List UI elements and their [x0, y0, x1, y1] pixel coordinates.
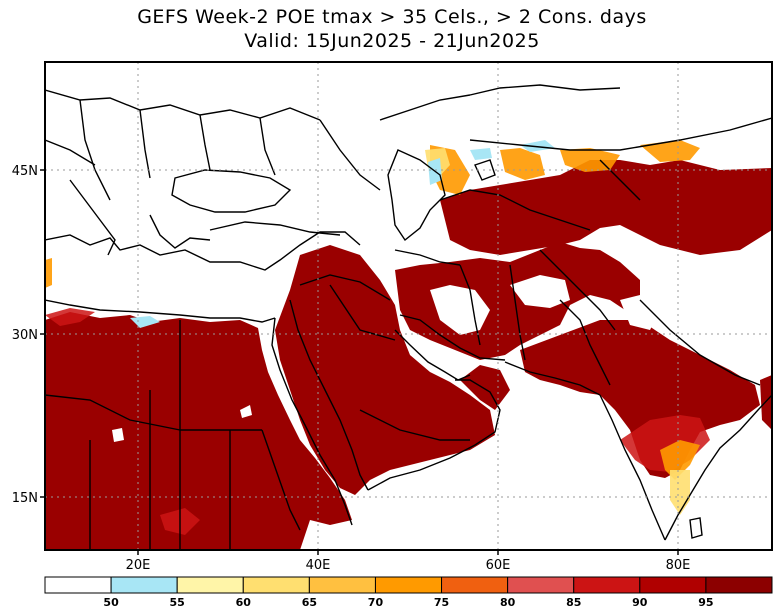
colorbar-label: 50 — [103, 596, 119, 609]
colorbar-swatch — [441, 576, 509, 594]
colorbar-swatch — [705, 576, 773, 594]
colorbar-label: 60 — [236, 596, 252, 609]
colorbar: 50 55 60 65 70 75 80 85 90 95 — [44, 576, 773, 609]
lon-label-60e: 60E — [486, 558, 511, 573]
colorbar-swatch — [308, 576, 376, 594]
colorbar-swatch — [242, 576, 310, 594]
lat-label-45n: 45N — [12, 164, 38, 179]
colorbar-swatch — [176, 576, 244, 594]
country-borders — [45, 84, 772, 550]
probability-field — [45, 140, 772, 550]
map-title-line2: Valid: 15Jun2025 - 21Jun2025 — [244, 30, 540, 52]
map-title-line1: GEFS Week-2 POE tmax > 35 Cels., > 2 Con… — [137, 6, 647, 28]
colorbar-label: 55 — [170, 596, 185, 609]
lon-label-80e: 80E — [666, 558, 691, 573]
colorbar-label: 70 — [368, 596, 384, 609]
colorbar-swatch — [573, 576, 641, 594]
colorbar-label: 75 — [434, 596, 449, 609]
colorbar-swatch — [507, 576, 575, 594]
map-frame — [44, 61, 773, 551]
graticule — [45, 62, 772, 550]
colorbar-label: 95 — [698, 596, 713, 609]
colorbar-swatch — [639, 576, 707, 594]
colorbar-label: 90 — [632, 596, 648, 609]
colorbar-swatch — [110, 576, 178, 594]
tick-marks — [40, 169, 679, 555]
lon-label-40e: 40E — [306, 558, 331, 573]
lat-label-30n: 30N — [12, 328, 38, 343]
colorbar-swatch — [374, 576, 443, 594]
colorbar-label: 80 — [500, 596, 516, 609]
colorbar-label: 65 — [302, 596, 317, 609]
colorbar-swatch — [44, 576, 112, 594]
lon-label-20e: 20E — [126, 558, 151, 573]
colorbar-label: 85 — [566, 596, 581, 609]
lat-label-15n: 15N — [12, 491, 38, 506]
